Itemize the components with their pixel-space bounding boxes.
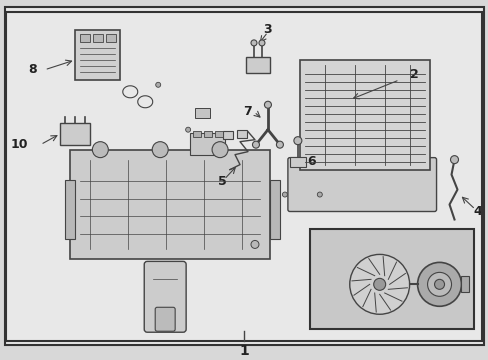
- Circle shape: [212, 142, 227, 158]
- Bar: [215, 131, 223, 137]
- Bar: [237, 130, 246, 138]
- Bar: [70, 150, 269, 260]
- Circle shape: [449, 156, 458, 163]
- Text: 11: 11: [320, 266, 337, 279]
- Bar: [106, 34, 116, 42]
- Bar: [309, 229, 473, 329]
- Bar: [269, 180, 279, 239]
- Text: 6: 6: [306, 155, 315, 168]
- Circle shape: [373, 278, 385, 290]
- Text: 9: 9: [385, 235, 393, 248]
- Circle shape: [185, 127, 190, 132]
- Bar: [65, 180, 75, 239]
- Circle shape: [282, 192, 287, 197]
- Circle shape: [427, 273, 450, 296]
- Text: 3: 3: [263, 23, 272, 36]
- Bar: [193, 131, 201, 137]
- Circle shape: [155, 82, 161, 87]
- Circle shape: [276, 141, 283, 148]
- Circle shape: [317, 192, 322, 197]
- Circle shape: [349, 255, 409, 314]
- Text: 10: 10: [11, 138, 28, 151]
- Bar: [190, 133, 224, 155]
- Text: 2: 2: [409, 68, 418, 81]
- Circle shape: [250, 40, 257, 46]
- Bar: [245, 57, 269, 73]
- Bar: [289, 157, 305, 167]
- Text: 7: 7: [243, 105, 251, 118]
- Circle shape: [259, 40, 264, 46]
- Bar: [5, 7, 483, 345]
- Bar: [75, 30, 120, 80]
- Circle shape: [152, 142, 168, 158]
- FancyBboxPatch shape: [287, 158, 436, 212]
- Bar: [61, 123, 90, 145]
- Circle shape: [252, 141, 259, 148]
- Text: 1: 1: [239, 344, 248, 358]
- Circle shape: [434, 279, 444, 289]
- Bar: [223, 131, 233, 139]
- Bar: [80, 34, 90, 42]
- Text: 5: 5: [217, 175, 226, 188]
- Circle shape: [264, 101, 271, 108]
- Text: 8: 8: [28, 63, 37, 76]
- Bar: [195, 108, 210, 118]
- Circle shape: [92, 142, 108, 158]
- Circle shape: [417, 262, 461, 306]
- Circle shape: [293, 137, 301, 145]
- Bar: [93, 34, 103, 42]
- Bar: [461, 276, 468, 292]
- Circle shape: [250, 240, 259, 248]
- Text: 4: 4: [472, 205, 481, 218]
- FancyBboxPatch shape: [155, 307, 175, 331]
- Bar: [203, 131, 212, 137]
- Bar: [299, 60, 428, 170]
- FancyBboxPatch shape: [144, 261, 186, 332]
